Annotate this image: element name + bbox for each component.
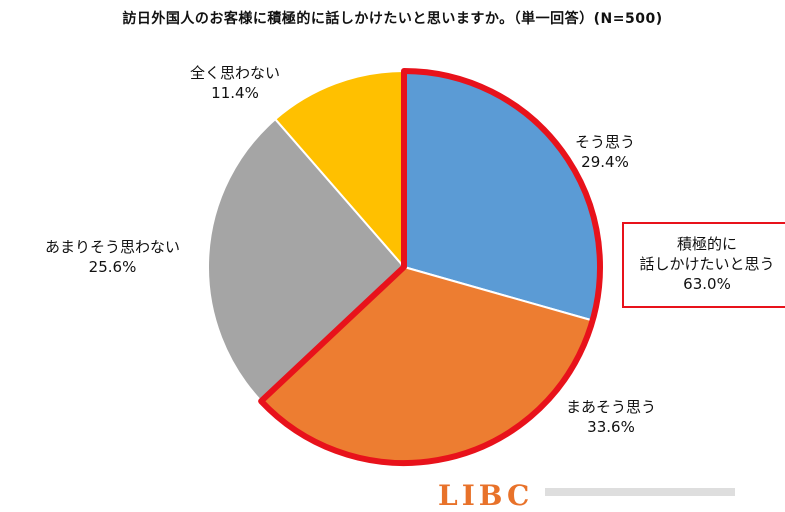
slice-label-maa-sou-omou: まあそう思う 33.6% <box>566 398 657 436</box>
highlight-outline <box>258 68 603 466</box>
slice-label-amari-sou-omowanai: あまりそう思わない 25.6% <box>45 238 181 276</box>
callout-line-1: 積極的に <box>676 235 737 253</box>
pie-slice-amari-sou-omowanai <box>207 117 406 403</box>
brand-logo-subtext <box>545 488 735 496</box>
slice-label-sou-omou: そう思う 29.4% <box>575 133 636 171</box>
brand-logo: LIBC <box>438 479 534 512</box>
chart-title: 訪日外国人のお客様に積極的に話しかけたいと思いますか。（単一回答）(N=500) <box>122 11 663 27</box>
callout-value: 63.0% <box>683 275 731 293</box>
highlight-callout-box: 積極的に 話しかけたいと思う 63.0% <box>622 222 785 308</box>
callout-line-2: 話しかけたいと思う <box>639 255 775 273</box>
pie-chart <box>207 68 603 466</box>
slice-label-mattaku-omowanai: 全く思わない 11.4% <box>190 64 281 102</box>
pie-slice-mattaku-omowanai <box>273 69 405 270</box>
